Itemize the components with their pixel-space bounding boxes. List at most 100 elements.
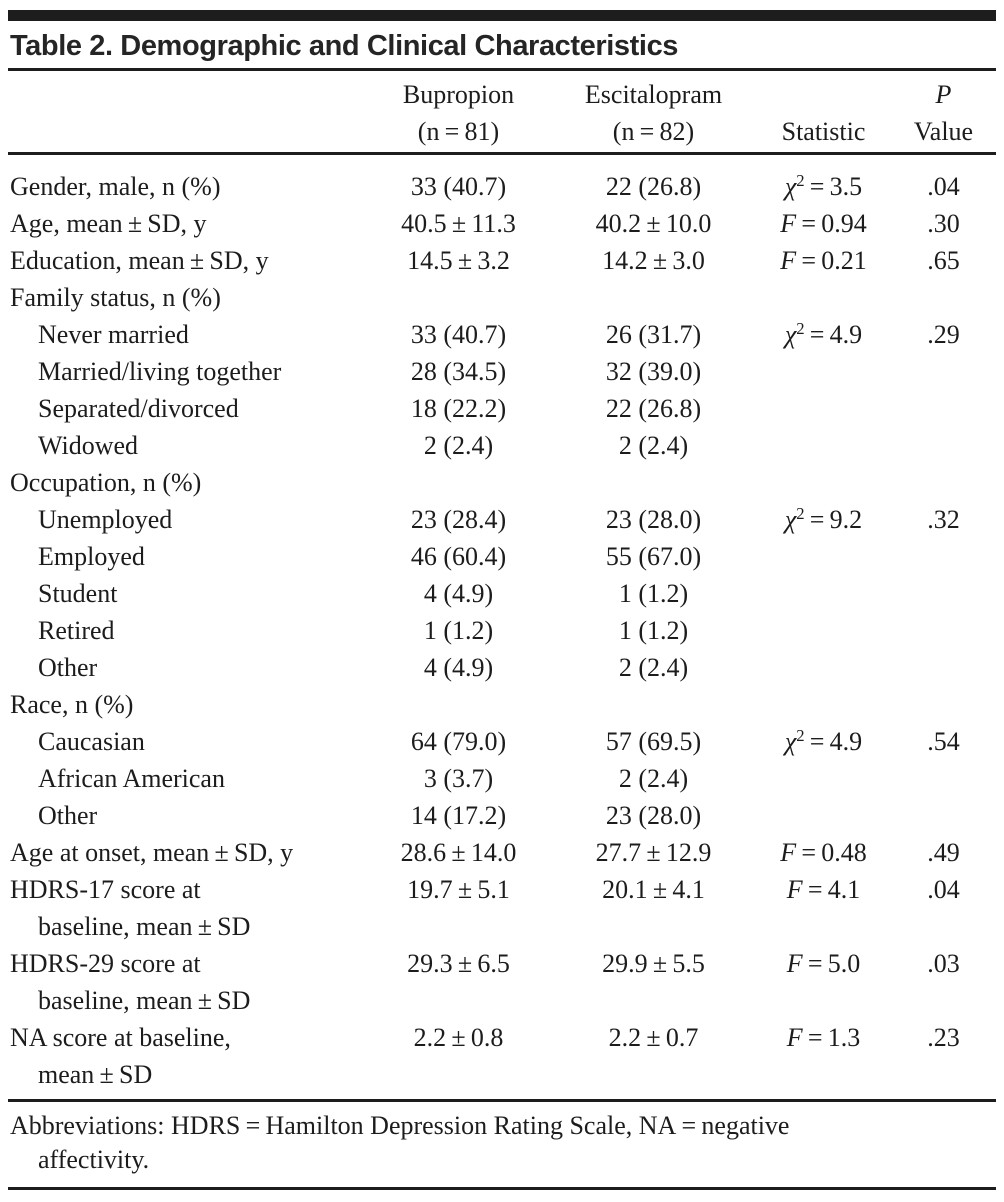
table-row: Married/living together 28 (34.5) 32 (39.0… (8, 353, 996, 390)
statistic-value (756, 760, 891, 797)
escitalopram-value: 26 (31.7) (605, 320, 702, 349)
statistic-value (756, 427, 891, 464)
row-label: Age, mean ± SD, y (10, 209, 207, 238)
row-label: Employed (38, 542, 145, 571)
statistic-value (756, 612, 891, 649)
p-value: .65 (927, 246, 960, 275)
p-value (891, 575, 996, 612)
p-value (891, 686, 996, 723)
escitalopram-value: 27.7 ± 12.9 (595, 838, 712, 867)
row-label: Other (38, 653, 98, 682)
p-value (891, 797, 996, 834)
statistic-value: F = 0.21 (780, 246, 867, 275)
table-row: Age, mean ± SD, y 40.5 ± 11.3 40.2 ± 10.0 F… (8, 205, 996, 242)
row-label: Occupation, n (%) (10, 468, 202, 497)
bupropion-value: 1 (1.2) (423, 616, 494, 645)
bupropion-value: 64 (79.0) (410, 727, 507, 756)
statistic-value (756, 575, 891, 612)
escitalopram-value: 2 (2.4) (618, 431, 689, 460)
p-value (891, 612, 996, 649)
row-label: Caucasian (38, 727, 145, 756)
bupropion-value: 19.7 ± 5.1 (407, 875, 510, 904)
table-row: Family status, n (%) (8, 279, 996, 316)
p-value (891, 464, 996, 501)
escitalopram-value: 29.9 ± 5.5 (602, 949, 705, 978)
row-label: Family status, n (%) (10, 283, 221, 312)
p-value: .23 (927, 1023, 960, 1052)
statistic-value: χ2 = 9.2 (784, 504, 863, 534)
bupropion-value: 46 (60.4) (410, 542, 507, 571)
statistic-value: χ2 = 4.9 (784, 726, 863, 756)
escitalopram-value: 22 (26.8) (605, 172, 702, 201)
escitalopram-value: 2 (2.4) (618, 653, 689, 682)
bupropion-value: 4 (4.9) (423, 579, 494, 608)
table-row: Age at onset, mean ± SD, y 28.6 ± 14.0 27.… (8, 834, 996, 871)
row-label: Student (38, 579, 118, 608)
statistic-value (756, 279, 891, 316)
statistic-value: F = 0.48 (780, 838, 867, 867)
table-row: Caucasian 64 (79.0) 57 (69.5) χ2 = 4.9 .54 (8, 723, 996, 760)
p-value: .30 (927, 209, 960, 238)
p-value: .54 (927, 727, 960, 756)
p-value (891, 390, 996, 427)
statistic-value: F = 5.0 (786, 949, 861, 978)
escitalopram-value: 55 (67.0) (605, 542, 702, 571)
table-row: African American 3 (3.7) 2 (2.4) (8, 760, 996, 797)
table-row: Widowed 2 (2.4) 2 (2.4) (8, 427, 996, 464)
table-row: Gender, male, n (%) 33 (40.7) 22 (26.8) χ2 … (8, 154, 996, 206)
table-row: Retired 1 (1.2) 1 (1.2) (8, 612, 996, 649)
statistic-value (756, 353, 891, 390)
table-row: Race, n (%) (8, 686, 996, 723)
statistic-value (756, 649, 891, 686)
row-label: Education, mean ± SD, y (10, 246, 269, 275)
statistic-value: F = 1.3 (786, 1023, 861, 1052)
escitalopram-value (551, 686, 756, 723)
table-row: Other 14 (17.2) 23 (28.0) (8, 797, 996, 834)
table-title: Table 2. Demographic and Clinical Charac… (8, 21, 996, 71)
bupropion-value: 40.5 ± 11.3 (401, 209, 516, 238)
escitalopram-value: 22 (26.8) (605, 394, 702, 423)
table-row: Occupation, n (%) (8, 464, 996, 501)
p-value: .49 (927, 838, 960, 867)
escitalopram-value: 23 (28.0) (605, 505, 702, 534)
bupropion-value: 28.6 ± 14.0 (400, 838, 517, 867)
footnote-line: affectivity. (38, 1145, 150, 1174)
statistic-value: χ2 = 4.9 (784, 319, 863, 349)
header-row: Bupropion (n = 81) Escitalopram (n = 82)… (8, 71, 996, 155)
p-value (891, 427, 996, 464)
bupropion-value: 33 (40.7) (410, 320, 507, 349)
table-row: Separated/divorced 18 (22.2) 22 (26.8) (8, 390, 996, 427)
table-row: Employed 46 (60.4) 55 (67.0) (8, 538, 996, 575)
column-header-statistic: Statistic (756, 71, 891, 155)
row-label: Unemployed (38, 505, 173, 534)
statistic-value (756, 464, 891, 501)
table-row: Other 4 (4.9) 2 (2.4) (8, 649, 996, 686)
escitalopram-value: 1 (1.2) (618, 616, 689, 645)
table-row: HDRS-17 score at baseline, mean ± SD 19.7 … (8, 871, 996, 945)
escitalopram-value: 32 (39.0) (605, 357, 702, 386)
statistic-value (756, 390, 891, 427)
escitalopram-value: 23 (28.0) (605, 801, 702, 830)
row-label: Widowed (38, 431, 139, 460)
row-label: HDRS-29 score at baseline, mean ± SD (10, 949, 251, 1015)
p-value: .32 (927, 505, 960, 534)
table-row: Student 4 (4.9) 1 (1.2) (8, 575, 996, 612)
row-label: African American (38, 764, 225, 793)
row-label: Never married (38, 320, 189, 349)
statistic-value: F = 4.1 (786, 875, 861, 904)
escitalopram-value: 57 (69.5) (605, 727, 702, 756)
row-label: Married/living together (38, 357, 282, 386)
statistic-value (756, 538, 891, 575)
escitalopram-value: 2.2 ± 0.7 (608, 1023, 699, 1052)
escitalopram-value (551, 279, 756, 316)
table-row: NA score at baseline, mean ± SD 2.2 ± 0.8 2… (8, 1019, 996, 1093)
bupropion-value: 14 (17.2) (410, 801, 507, 830)
table-row: Education, mean ± SD, y 14.5 ± 3.2 14.2 ± … (8, 242, 996, 279)
escitalopram-value (551, 464, 756, 501)
bupropion-value: 33 (40.7) (410, 172, 507, 201)
bupropion-value (366, 279, 551, 316)
table-row: HDRS-29 score at baseline, mean ± SD 29.3 … (8, 945, 996, 1019)
statistic-value (756, 686, 891, 723)
p-value (891, 760, 996, 797)
